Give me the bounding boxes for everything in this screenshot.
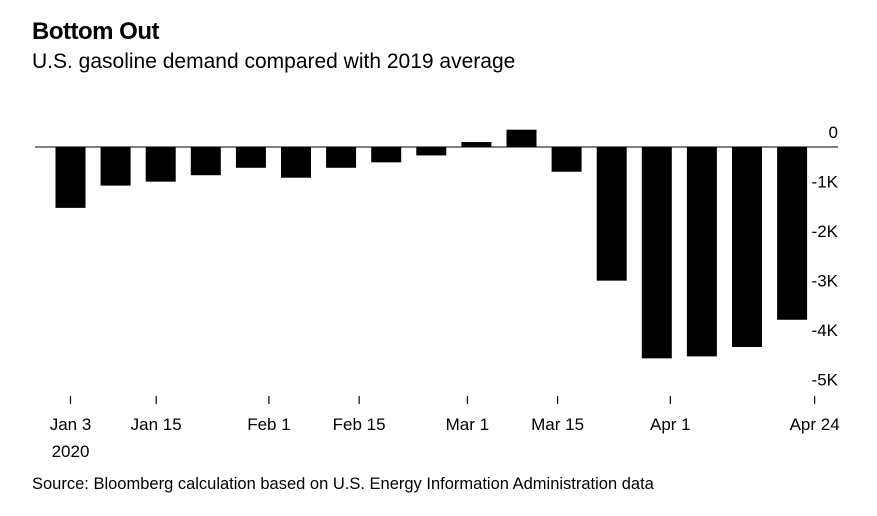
x-tick-sublabel: 2020 — [52, 442, 90, 461]
bar — [596, 147, 627, 281]
y-tick-label: -3K — [812, 272, 839, 291]
x-tick-label: Jan 15 — [131, 415, 182, 434]
bar — [686, 147, 717, 357]
x-tick-label: Apr 24 — [790, 415, 840, 434]
bar — [281, 147, 311, 178]
x-tick-label: Apr 1 — [650, 415, 691, 434]
bar — [100, 147, 131, 186]
bar — [551, 147, 582, 172]
bar — [641, 147, 672, 359]
chart-title: Bottom Out — [32, 18, 159, 45]
bar — [326, 147, 357, 168]
bar — [416, 147, 447, 156]
bar — [461, 142, 492, 147]
bar — [732, 147, 762, 347]
bar — [190, 147, 221, 176]
y-tick-label: -4K — [812, 321, 839, 340]
x-tick-label: Mar 1 — [446, 415, 489, 434]
x-tick-label: Feb 15 — [333, 415, 386, 434]
x-tick-label: Jan 3 — [50, 415, 92, 434]
y-tick-label: -2K — [812, 222, 839, 241]
y-tick-label: 0 — [829, 123, 838, 142]
bar — [55, 147, 86, 208]
bar — [506, 129, 537, 147]
source-note: Source: Bloomberg calculation based on U… — [32, 475, 654, 493]
bar — [371, 147, 402, 163]
x-tick-label: Feb 1 — [247, 415, 290, 434]
x-tick-label: Mar 15 — [531, 415, 584, 434]
bar — [777, 147, 808, 320]
y-tick-label: -5K — [812, 371, 839, 390]
y-tick-label: -1K — [812, 173, 839, 192]
chart-subtitle: U.S. gasoline demand compared with 2019 … — [32, 50, 516, 73]
bar-chart: 0 -1K -2K -3K -4K -5K Jan 3 2020 Jan 15 Feb 1 Feb… — [35, 123, 840, 461]
bar — [235, 147, 266, 168]
bar — [145, 147, 176, 182]
